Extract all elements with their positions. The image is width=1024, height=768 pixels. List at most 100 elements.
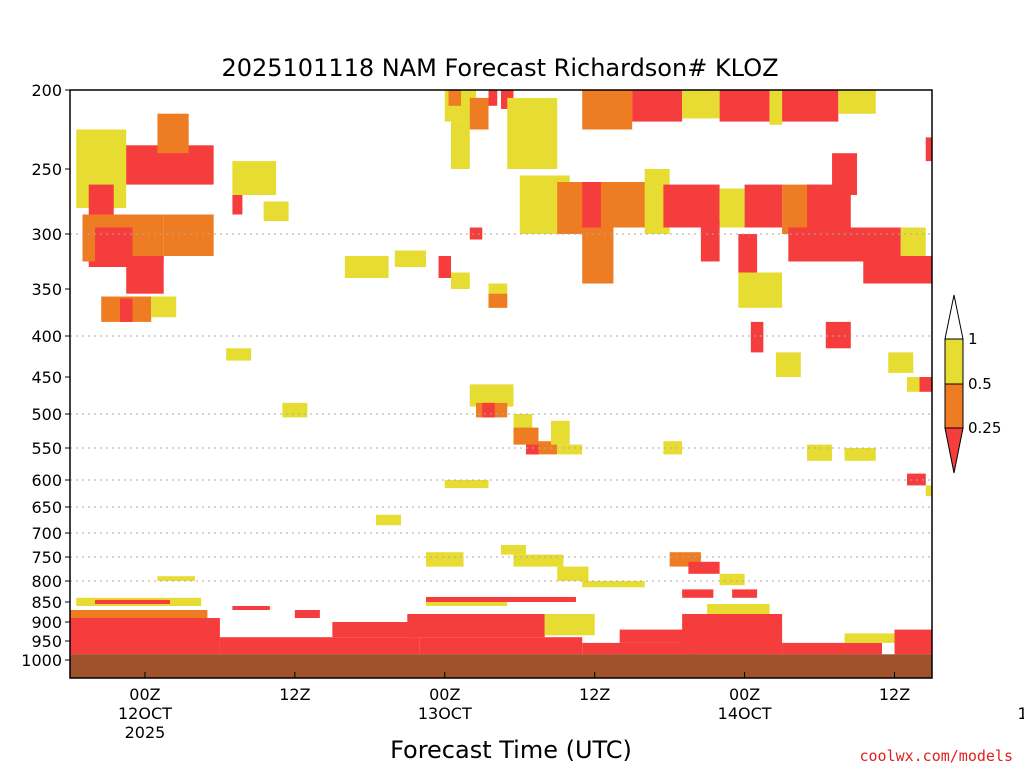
x-tick-label-0-1: 12OCT [118, 704, 172, 723]
richardson-cell-115 [294, 610, 320, 618]
richardson-cell-31 [482, 402, 495, 418]
richardson-cell-102 [807, 444, 833, 461]
richardson-cell-29 [469, 384, 514, 407]
richardson-cell-107 [682, 589, 714, 598]
y-axis-ticks: 200 250 300 350 400 450 500 550 600 650 700 750 800 8… [21, 81, 70, 670]
richardson-cell-9 [151, 296, 177, 318]
richardson-cell-62 [700, 221, 720, 262]
richardson-cell-11 [226, 348, 252, 361]
x-tick-label-0-0: 00Z [129, 685, 160, 704]
richardson-cell-17 [394, 250, 427, 267]
y-tick-label-600: 600 [31, 471, 62, 490]
richardson-cell-56 [782, 90, 839, 122]
richardson-cell-42 [513, 554, 564, 567]
richardson-cell-14 [263, 201, 289, 221]
colorbar-label-2: 0.25 [968, 419, 1001, 437]
x-tick-label-36-0: 12Z [579, 685, 610, 704]
richardson-cell-50 [582, 227, 614, 284]
colorbar-gt1 [944, 294, 964, 340]
x-tick-label-24-1: 13OCT [418, 704, 472, 723]
chart-title: 2025101118 NAM Forecast Richardson# KLOZ [221, 54, 778, 82]
richardson-cell-39 [376, 514, 402, 526]
richardson-cell-54 [719, 90, 770, 122]
richardson-cell-21 [469, 97, 489, 130]
richardson-cell-67 [863, 256, 932, 284]
y-tick-label-250: 250 [31, 160, 62, 179]
richardson-cell-22 [488, 90, 498, 106]
richardson-cell-45 [507, 97, 558, 169]
colorbar-legend: 1 0.5 0.25 [944, 294, 1001, 474]
richardson-cell-108 [732, 589, 758, 598]
y-tick-label-700: 700 [31, 524, 62, 543]
richardson-cell-44 [582, 581, 645, 588]
colorbar-label-0: 1 [968, 330, 978, 348]
richardson-cell-106 [719, 573, 745, 586]
x-tick-label-0-2: 2025 [125, 723, 166, 742]
x-tick-label-48-1: 14OCT [718, 704, 772, 723]
x-tick-label-60-0: 12Z [879, 685, 910, 704]
x-tick-label-72-1: 15OCT [1017, 704, 1024, 723]
colorbar-025-05 [944, 383, 964, 429]
richardson-cell-60 [719, 188, 745, 228]
richardson-cell-40 [426, 552, 464, 567]
richardson-cell-113 [70, 618, 220, 655]
richardson-cell-127 [782, 642, 883, 655]
richardson-cell-105 [688, 561, 720, 574]
richardson-cell-59 [663, 184, 720, 228]
richardson-cell-51 [582, 90, 633, 130]
richardson-cell-8 [119, 298, 133, 322]
richardson-cell-13 [232, 195, 243, 215]
richardson-cell-80 [738, 272, 783, 308]
x-axis-label: Forecast Time (UTC) [390, 736, 632, 764]
richardson-cell-53 [682, 90, 720, 119]
richardson-cell-83 [825, 321, 851, 349]
richardson-cell-37 [557, 444, 583, 455]
richardson-cell-101 [844, 448, 876, 461]
richardson-cell-69 [900, 227, 926, 256]
richardson-cell-28 [488, 293, 508, 308]
x-tick-label-48-0: 00Z [729, 685, 760, 704]
richardson-cell-5 [126, 256, 164, 294]
richardson-cell-79 [738, 234, 758, 273]
y-tick-label-500: 500 [31, 405, 62, 424]
richardson-cell-122 [544, 614, 595, 636]
richardson-cell-114 [232, 606, 270, 610]
richardson-cell-41 [501, 545, 526, 555]
y-tick-label-750: 750 [31, 548, 62, 567]
plot-frame [69, 89, 933, 679]
richardson-cell-124 [619, 629, 695, 643]
richardson-cell-121 [419, 637, 583, 655]
ground-surface [70, 654, 932, 678]
x-axis-ticks: 00Z12OCT202512Z00Z13OCT12Z00Z14OCT12Z00Z… [118, 672, 1024, 742]
site-credit: coolwx.com/models [859, 747, 1013, 765]
y-tick-label-850: 850 [31, 593, 62, 612]
richardson-cell-86 [919, 377, 932, 392]
y-tick-label-400: 400 [31, 327, 62, 346]
richardson-cell-72 [925, 137, 932, 162]
richardson-cell-26 [451, 272, 470, 289]
richardson-cell-85 [907, 377, 920, 392]
y-tick-label-650: 650 [31, 498, 62, 517]
richardson-cell-111 [157, 576, 195, 581]
richardson-cell-110 [94, 599, 170, 604]
y-tick-label-300: 300 [31, 225, 62, 244]
richardson-cell-120 [407, 614, 545, 638]
y-tick-label-550: 550 [31, 439, 62, 458]
richardson-cell-81 [750, 321, 764, 353]
richardson-cell-123 [582, 642, 695, 655]
y-tick-label-800: 800 [31, 572, 62, 591]
y-tick-label-950: 950 [31, 632, 62, 651]
richardson-cell-84 [888, 352, 914, 373]
richardson-cell-57 [838, 90, 876, 114]
y-tick-label-350: 350 [31, 280, 62, 299]
richardson-cell-10 [157, 113, 189, 154]
richardson-cell-103 [663, 441, 683, 455]
richardson-cell-15 [282, 402, 308, 418]
richardson-cell-119 [426, 596, 576, 602]
richardson-cell-36 [550, 420, 570, 445]
x-tick-label-12-0: 12Z [279, 685, 310, 704]
ground-fill [70, 654, 932, 678]
richardson-cell-43 [557, 566, 589, 581]
colorbar-label-1: 0.5 [968, 375, 992, 393]
richardson-cell-129 [894, 629, 932, 655]
